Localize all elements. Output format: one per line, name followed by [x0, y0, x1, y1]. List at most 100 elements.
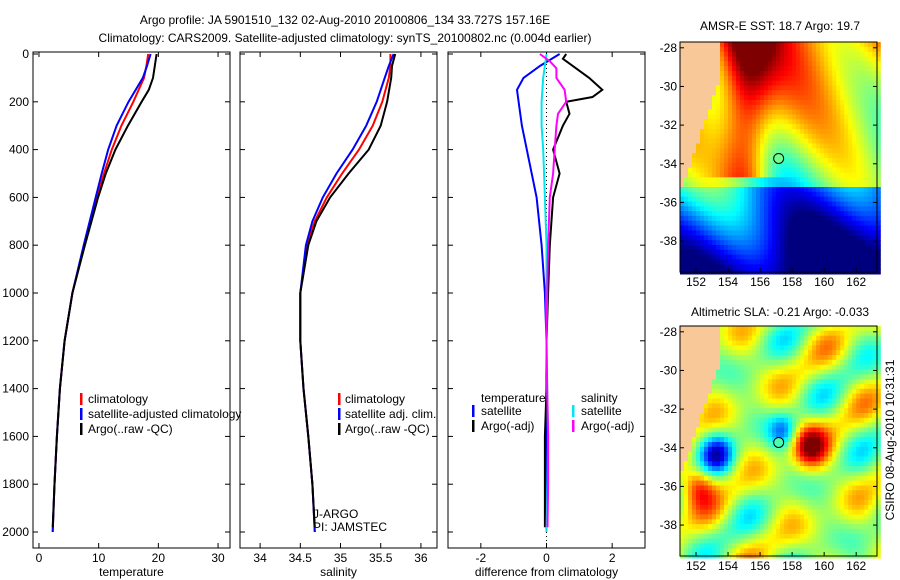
data-cell [824, 129, 829, 135]
data-cell [840, 393, 845, 399]
data-cell [720, 490, 725, 496]
data-cell [692, 254, 697, 260]
data-cell [828, 201, 833, 207]
data-cell [744, 374, 749, 380]
data-cell [836, 422, 841, 428]
data-cell [752, 42, 757, 48]
data-cell [776, 143, 781, 149]
data-cell [848, 143, 853, 149]
data-cell [720, 162, 725, 169]
data-cell [692, 182, 697, 188]
data-cell [876, 172, 881, 178]
data-cell [856, 446, 861, 453]
data-cell [728, 408, 733, 414]
land-cell [712, 369, 717, 375]
data-cell [852, 206, 857, 212]
data-cell [840, 388, 845, 395]
data-cell [780, 215, 785, 222]
data-cell [844, 350, 849, 356]
land-cell [692, 42, 697, 48]
data-cell [768, 388, 773, 395]
data-cell [848, 509, 853, 515]
data-cell [800, 215, 805, 222]
data-cell [772, 514, 777, 520]
data-cell [800, 475, 805, 482]
data-cell [816, 114, 821, 120]
data-cell [796, 442, 801, 448]
data-cell [704, 499, 709, 506]
data-cell [752, 359, 757, 366]
data-cell [796, 66, 801, 72]
data-cell [784, 335, 789, 342]
land-cell [684, 393, 689, 399]
data-cell [748, 153, 753, 159]
data-cell [768, 75, 773, 82]
data-cell [708, 490, 713, 496]
data-cell [792, 264, 797, 270]
data-cell [692, 548, 697, 554]
land-cell [692, 46, 697, 53]
data-cell [700, 461, 705, 467]
data-cell [828, 95, 833, 101]
data-cell [832, 230, 837, 236]
data-cell [732, 456, 737, 462]
data-cell [800, 427, 805, 433]
data-cell [776, 524, 781, 530]
data-cell [772, 46, 777, 53]
data-cell [792, 158, 797, 164]
data-cell [772, 235, 777, 241]
data-cell [816, 456, 821, 462]
data-cell [804, 398, 809, 404]
data-cell [684, 240, 689, 246]
data-cell [808, 432, 813, 438]
land-cell [696, 326, 701, 332]
data-cell [760, 42, 765, 48]
data-cell [716, 187, 721, 193]
data-cell [804, 109, 809, 115]
data-cell [876, 466, 881, 472]
data-cell [868, 461, 873, 467]
data-cell [816, 413, 821, 419]
data-cell [860, 432, 865, 438]
data-cell [728, 167, 733, 173]
data-cell [852, 133, 857, 140]
data-cell [832, 340, 837, 346]
data-cell [812, 42, 817, 48]
data-cell [812, 403, 817, 409]
data-cell [868, 201, 873, 207]
data-cell [796, 398, 801, 404]
land-cell [692, 138, 697, 144]
data-cell [800, 56, 805, 62]
data-cell [832, 499, 837, 506]
data-cell [724, 345, 729, 351]
data-cell [764, 427, 769, 433]
data-cell [796, 422, 801, 428]
data-cell [700, 442, 705, 448]
data-cell [800, 335, 805, 342]
data-cell [832, 71, 837, 77]
y-tick-label: -28 [660, 41, 678, 55]
data-cell [796, 427, 801, 433]
data-cell [808, 388, 813, 395]
data-cell [724, 456, 729, 462]
data-cell [812, 427, 817, 433]
data-cell [708, 432, 713, 438]
data-cell [744, 417, 749, 424]
data-cell [728, 509, 733, 515]
data-cell [832, 56, 837, 62]
data-cell [864, 46, 869, 53]
data-cell [864, 480, 869, 486]
data-cell [732, 46, 737, 53]
data-cell [868, 413, 873, 419]
data-cell [732, 350, 737, 356]
data-cell [808, 461, 813, 467]
data-cell [868, 340, 873, 346]
data-cell [708, 499, 713, 506]
data-cell [744, 211, 749, 217]
data-cell [704, 158, 709, 164]
data-cell [760, 427, 765, 433]
data-cell [772, 490, 777, 496]
data-cell [768, 254, 773, 260]
data-cell [792, 244, 797, 251]
data-cell [804, 235, 809, 241]
